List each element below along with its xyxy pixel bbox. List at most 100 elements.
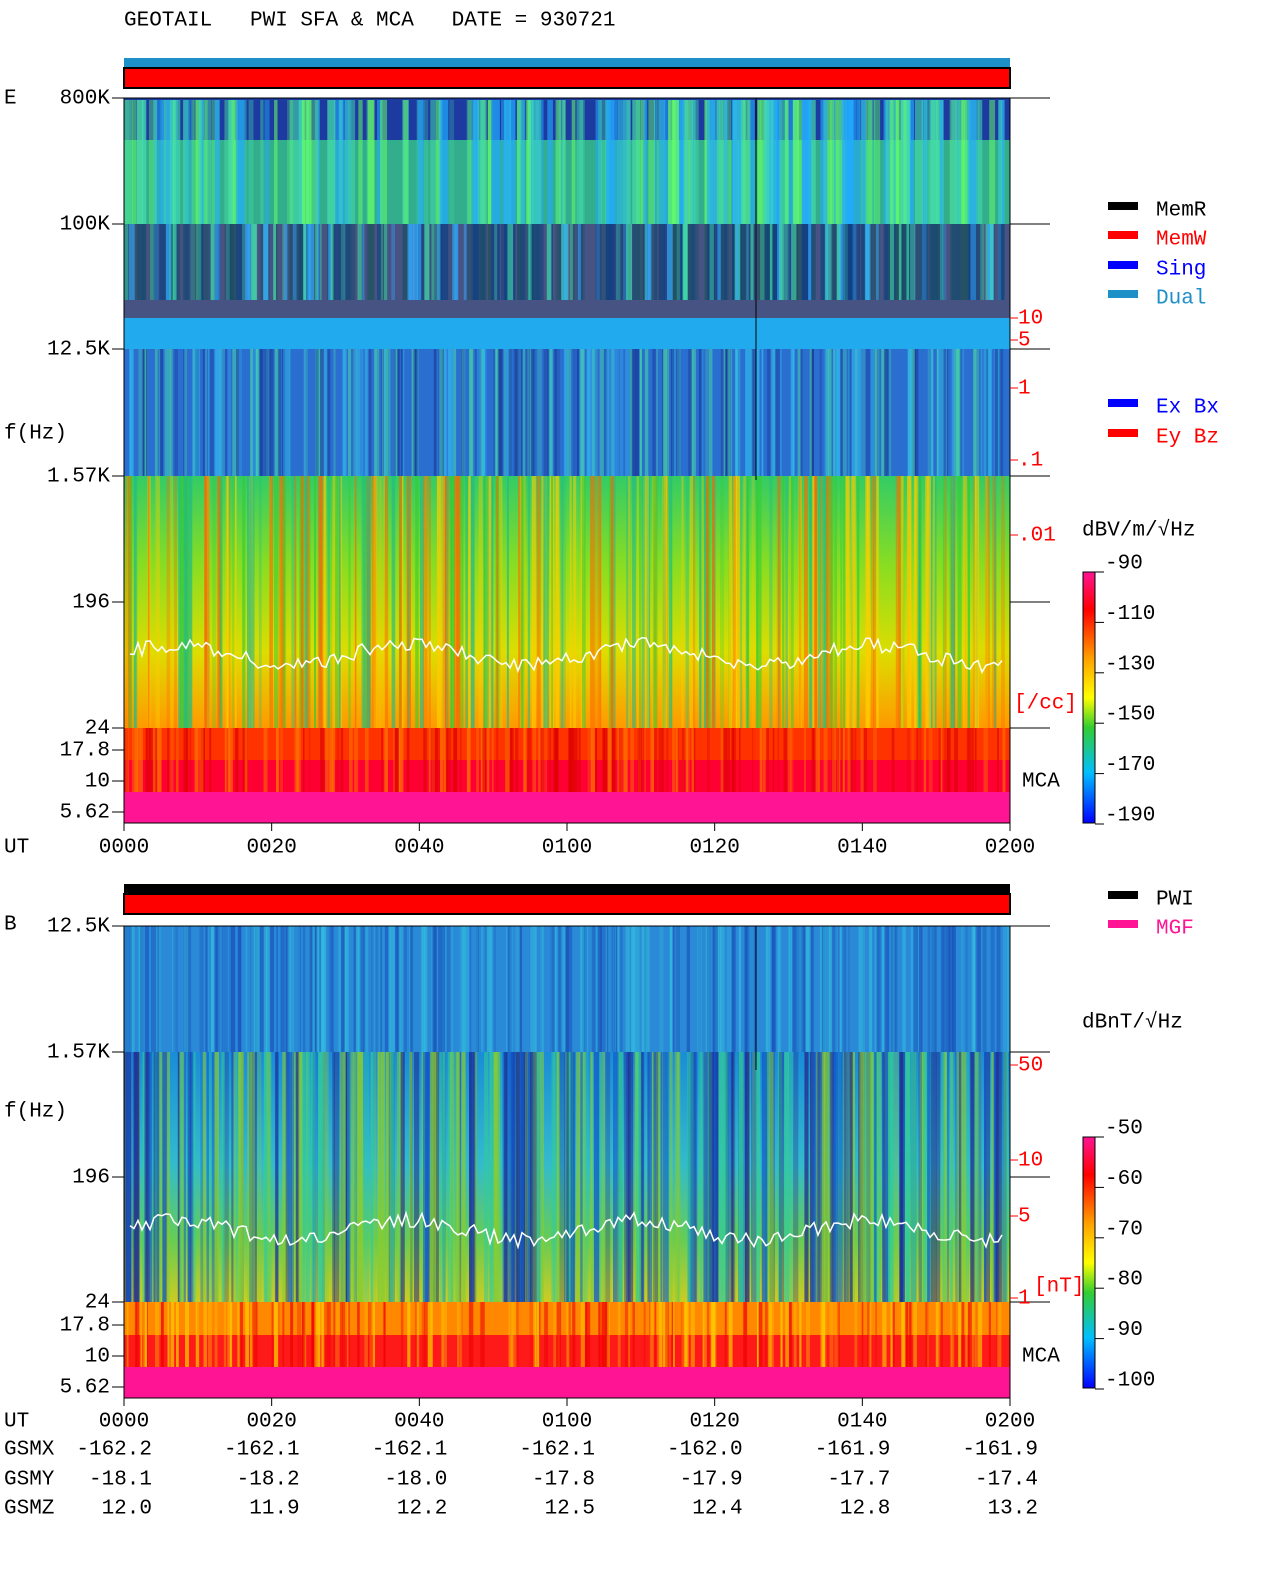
orbit-value: 12.5 bbox=[545, 1498, 595, 1521]
texture bbox=[619, 728, 623, 792]
texture bbox=[296, 728, 302, 792]
colorbar bbox=[1082, 1136, 1096, 1389]
texture bbox=[320, 1302, 325, 1367]
texture bbox=[723, 100, 732, 300]
texture bbox=[328, 926, 332, 1052]
texture bbox=[648, 1052, 653, 1302]
texture bbox=[214, 1302, 218, 1367]
texture bbox=[842, 349, 847, 476]
texture bbox=[566, 1052, 569, 1302]
texture bbox=[229, 100, 234, 300]
texture bbox=[206, 1052, 209, 1302]
texture bbox=[433, 349, 437, 476]
texture bbox=[363, 926, 366, 1052]
texture bbox=[166, 1052, 170, 1302]
spectrum bbox=[124, 1367, 1010, 1398]
texture bbox=[509, 1302, 513, 1367]
texture bbox=[316, 926, 320, 1052]
texture bbox=[250, 926, 254, 1052]
texture bbox=[849, 728, 854, 792]
texture bbox=[580, 1052, 583, 1302]
texture bbox=[242, 224, 246, 300]
texture bbox=[195, 1302, 200, 1367]
texture bbox=[245, 926, 248, 1052]
texture bbox=[359, 926, 364, 1052]
texture bbox=[665, 1302, 670, 1367]
texture bbox=[603, 728, 608, 792]
texture bbox=[332, 1052, 335, 1302]
texture bbox=[318, 1052, 324, 1302]
texture bbox=[748, 349, 752, 476]
texture bbox=[150, 926, 155, 1052]
texture bbox=[172, 100, 181, 300]
mca-label: MCA bbox=[1022, 771, 1060, 794]
texture bbox=[536, 476, 541, 728]
texture bbox=[660, 1302, 665, 1367]
texture bbox=[247, 476, 252, 728]
texture bbox=[907, 349, 911, 476]
texture bbox=[582, 476, 586, 728]
texture bbox=[312, 1052, 319, 1302]
texture bbox=[792, 100, 800, 300]
texture bbox=[383, 1302, 386, 1367]
texture bbox=[989, 100, 996, 300]
texture bbox=[980, 349, 983, 476]
texture bbox=[864, 1052, 870, 1302]
texture bbox=[274, 1302, 279, 1367]
texture bbox=[965, 1302, 968, 1367]
texture bbox=[732, 476, 736, 728]
texture bbox=[927, 349, 931, 476]
texture bbox=[903, 100, 910, 300]
texture bbox=[645, 224, 650, 300]
texture bbox=[723, 728, 728, 792]
texture bbox=[510, 349, 513, 476]
texture bbox=[652, 349, 656, 476]
texture bbox=[664, 100, 671, 300]
texture bbox=[641, 476, 645, 728]
texture bbox=[613, 100, 620, 300]
texture bbox=[257, 349, 262, 476]
texture bbox=[962, 476, 965, 728]
texture bbox=[540, 926, 543, 1052]
texture bbox=[771, 926, 777, 1052]
texture bbox=[860, 728, 864, 792]
texture bbox=[469, 926, 472, 1052]
texture bbox=[469, 1052, 474, 1302]
texture bbox=[315, 349, 319, 476]
texture bbox=[459, 1302, 463, 1367]
texture bbox=[583, 926, 587, 1052]
texture bbox=[977, 349, 980, 476]
texture bbox=[797, 476, 801, 728]
texture bbox=[793, 1052, 799, 1302]
y-tick-label: 10 bbox=[85, 771, 110, 794]
texture bbox=[430, 1052, 433, 1302]
texture bbox=[599, 349, 605, 476]
texture bbox=[958, 1302, 960, 1367]
texture bbox=[280, 476, 285, 728]
texture bbox=[942, 349, 945, 476]
texture bbox=[242, 728, 246, 792]
texture bbox=[785, 476, 788, 728]
texture bbox=[944, 728, 948, 792]
texture bbox=[680, 1302, 684, 1367]
texture bbox=[722, 100, 729, 300]
texture bbox=[594, 476, 599, 728]
texture bbox=[278, 349, 281, 476]
texture bbox=[921, 1052, 925, 1302]
texture bbox=[244, 728, 248, 792]
texture bbox=[410, 926, 414, 1052]
texture bbox=[837, 926, 840, 1052]
texture bbox=[280, 926, 285, 1052]
texture bbox=[938, 728, 943, 792]
texture bbox=[654, 728, 658, 792]
texture bbox=[997, 1302, 1002, 1367]
legend-label: Dual bbox=[1156, 288, 1206, 311]
texture bbox=[239, 1302, 243, 1367]
texture bbox=[125, 926, 130, 1052]
texture bbox=[450, 1052, 454, 1302]
texture bbox=[685, 476, 689, 728]
texture bbox=[917, 476, 921, 728]
texture bbox=[891, 926, 895, 1052]
texture bbox=[282, 224, 286, 300]
texture bbox=[868, 1302, 872, 1367]
